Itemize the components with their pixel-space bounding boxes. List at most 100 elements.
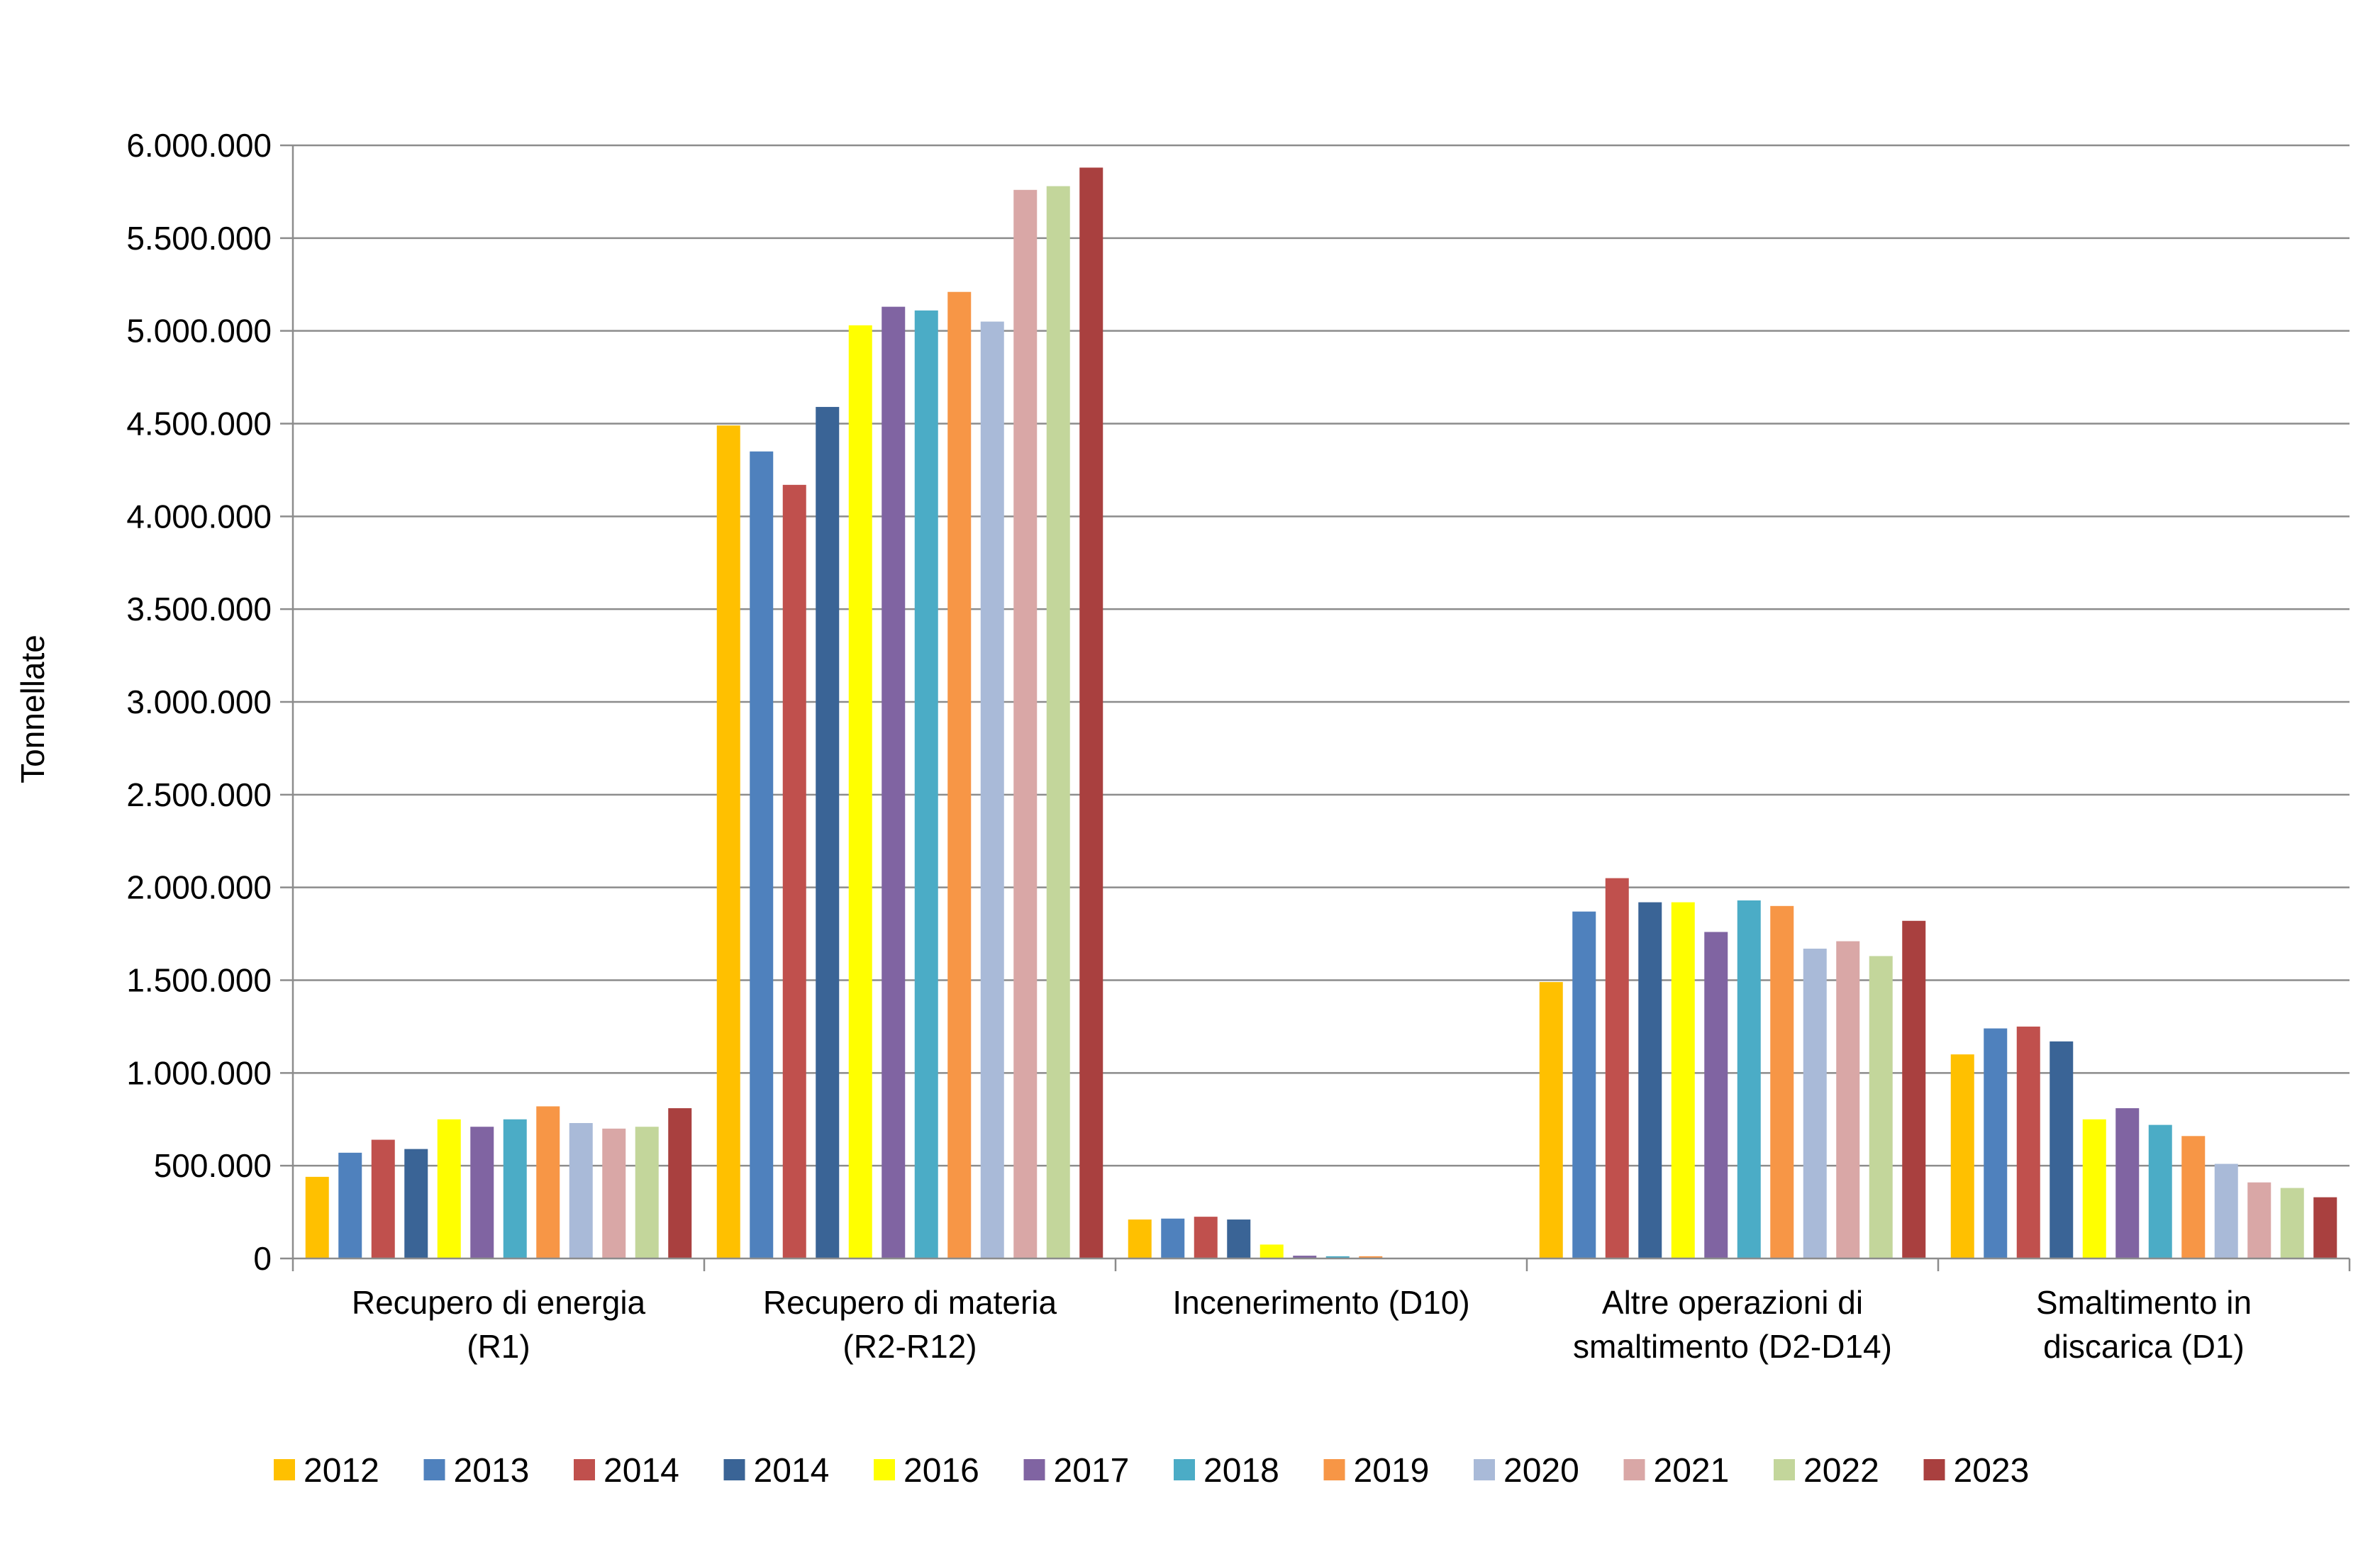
bar [668,1108,692,1258]
bar [437,1119,461,1258]
bar [2280,1188,2304,1258]
bar [404,1149,428,1258]
bar [1046,186,1070,1259]
legend-swatch [1623,1459,1645,1480]
bar [1836,941,1860,1258]
legend-swatch [1323,1459,1345,1480]
y-axis-title: Tonnellate [14,635,51,783]
legend-label: 2022 [1803,1452,1879,1490]
legend: 2012 2013 2014 2014 2016 2017 2018 2019 2020 2021… [274,1452,2029,1490]
legend-label: 2017 [1054,1452,1130,1490]
legend-label: 2020 [1503,1452,1579,1490]
category-labels: Recupero di energia (R1) Recupero di mater… [352,1284,2252,1365]
bar [2214,1163,2238,1258]
bar [569,1122,593,1258]
gridlines [280,144,2350,1260]
legend-swatch [1023,1459,1045,1480]
bar [1902,920,1926,1258]
legend-swatch [874,1459,895,1480]
category-label: Recupero di energia (R1) [352,1284,646,1365]
bar [716,425,740,1258]
bar [2247,1182,2271,1258]
bar [2050,1041,2074,1258]
legend-swatch [423,1459,445,1480]
bar [1079,167,1103,1258]
bar [602,1128,626,1258]
bar [914,310,938,1259]
bar [816,406,840,1259]
y-tick-label: 2.000.000 [126,869,272,906]
bar [1638,902,1662,1258]
category-label: Altre operazioni di smaltimento (D2-D14) [1573,1284,1892,1365]
y-tick-labels: 0 500.000 1.000.000 1.500.000 2.000.000 2.500… [126,127,272,1277]
y-tick-label: 6.000.000 [126,127,272,164]
bar [1128,1219,1152,1258]
bar [947,291,972,1258]
bar [782,484,806,1258]
bar [1704,932,1728,1258]
bar [1950,1054,1974,1258]
legend-label: 2016 [903,1452,979,1490]
axes [291,145,2351,1271]
bar [2082,1119,2106,1258]
bar [1325,1256,1350,1258]
category-label: Recupero di materia (R2-R12) [763,1284,1057,1365]
bar [1259,1244,1284,1258]
bar [1869,956,1893,1258]
bar [635,1127,659,1258]
y-tick-label: 500.000 [154,1147,272,1184]
bar [1539,982,1563,1258]
legend-label: 2021 [1654,1452,1730,1490]
category-label: Incenerimento (D10) [1172,1284,1469,1321]
bar [1671,902,1695,1258]
legend-label: 2019 [1354,1452,1430,1490]
bar [470,1127,494,1258]
bar [1605,878,1629,1258]
legend-swatch [574,1459,595,1480]
bar [1737,900,1761,1258]
legend-swatch [1174,1459,1195,1480]
bars [305,167,2337,1259]
legend-swatch [274,1459,295,1480]
legend-swatch [1774,1459,1795,1480]
category-label: Smaltimento in discarica (D1) [2036,1284,2252,1365]
y-tick-label: 5.000.000 [126,313,272,350]
bar [536,1106,560,1258]
bar [371,1139,395,1258]
bar [1227,1219,1251,1258]
bar [2148,1124,2172,1258]
bar [1770,905,1794,1258]
bar [1572,911,1596,1258]
bar [848,325,872,1259]
bar [2313,1197,2337,1258]
y-tick-label: 1.000.000 [126,1054,272,1091]
legend-label: 2018 [1203,1452,1279,1490]
bar [1013,189,1038,1258]
bar [2181,1136,2206,1258]
bar [1359,1256,1383,1258]
legend-swatch [723,1459,745,1480]
bar [750,451,774,1258]
bar [1161,1218,1185,1258]
bar [2016,1026,2040,1258]
y-tick-label: 0 [253,1240,272,1277]
bar [1984,1028,2008,1258]
y-tick-label: 4.000.000 [126,498,272,535]
bar [305,1176,329,1258]
y-tick-label: 4.500.000 [126,406,272,442]
y-tick-label: 3.500.000 [126,591,272,627]
legend-label: 2014 [604,1452,679,1490]
bar [882,306,906,1258]
y-tick-label: 2.500.000 [126,776,272,813]
bar [503,1119,527,1258]
legend-label: 2014 [754,1452,830,1490]
bar [1293,1256,1317,1258]
bar [980,321,1004,1258]
y-tick-label: 1.500.000 [126,962,272,999]
y-tick-label: 5.500.000 [126,220,272,257]
bar [338,1152,362,1258]
bar [1803,949,1827,1258]
legend-label: 2013 [454,1452,530,1490]
